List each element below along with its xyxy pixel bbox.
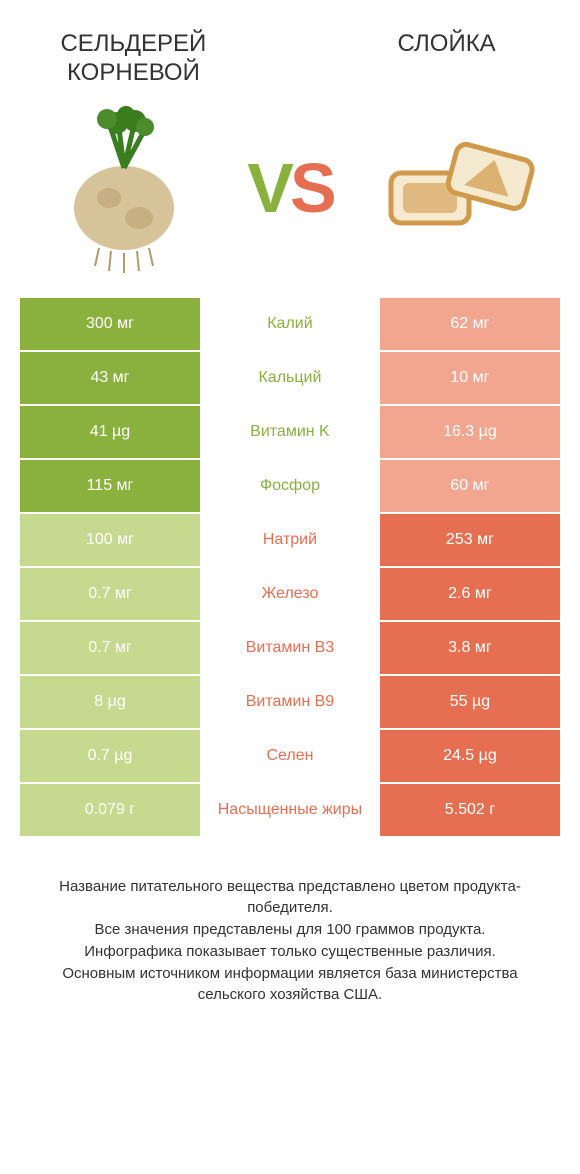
left-value-cell: 115 мг bbox=[20, 460, 200, 512]
table-row: 300 мгКалий62 мг bbox=[20, 298, 560, 350]
infographic-container: СЕЛЬДЕРЕЙ КОРНЕВОЙ СЛОЙКА VS bbox=[0, 0, 580, 1026]
right-value-cell: 16.3 µg bbox=[380, 406, 560, 458]
right-value-cell: 24.5 µg bbox=[380, 730, 560, 782]
right-value-cell: 253 мг bbox=[380, 514, 560, 566]
left-value-cell: 41 µg bbox=[20, 406, 200, 458]
left-value-cell: 0.7 мг bbox=[20, 622, 200, 674]
nutrient-name-cell: Витамин B3 bbox=[200, 622, 380, 674]
right-value-cell: 55 µg bbox=[380, 676, 560, 728]
nutrient-name-cell: Калий bbox=[200, 298, 380, 350]
pastry-icon bbox=[371, 103, 541, 273]
table-row: 0.079 гНасыщенные жиры5.502 г bbox=[20, 784, 560, 836]
table-row: 0.7 мгВитамин B33.8 мг bbox=[20, 622, 560, 674]
right-value-cell: 2.6 мг bbox=[380, 568, 560, 620]
table-row: 8 µgВитамин B955 µg bbox=[20, 676, 560, 728]
footer-line: Название питательного вещества представл… bbox=[30, 876, 550, 920]
right-value-cell: 60 мг bbox=[380, 460, 560, 512]
left-value-cell: 0.7 мг bbox=[20, 568, 200, 620]
vs-v-letter: V bbox=[247, 149, 290, 227]
table-row: 0.7 µgСелен24.5 µg bbox=[20, 730, 560, 782]
nutrient-name-cell: Кальций bbox=[200, 352, 380, 404]
footer-line: Все значения представлены для 100 граммо… bbox=[30, 919, 550, 941]
right-value-cell: 10 мг bbox=[380, 352, 560, 404]
right-value-cell: 3.8 мг bbox=[380, 622, 560, 674]
left-value-cell: 8 µg bbox=[20, 676, 200, 728]
celeriac-icon bbox=[39, 103, 209, 273]
vs-s-letter: S bbox=[290, 149, 333, 227]
left-value-cell: 0.079 г bbox=[20, 784, 200, 836]
nutrient-name-cell: Витамин K bbox=[200, 406, 380, 458]
table-row: 43 мгКальций10 мг bbox=[20, 352, 560, 404]
table-row: 41 µgВитамин K16.3 µg bbox=[20, 406, 560, 458]
table-row: 100 мгНатрий253 мг bbox=[20, 514, 560, 566]
right-value-cell: 5.502 г bbox=[380, 784, 560, 836]
nutrient-name-cell: Селен bbox=[200, 730, 380, 782]
left-value-cell: 0.7 µg bbox=[20, 730, 200, 782]
footer-notes: Название питательного вещества представл… bbox=[20, 876, 560, 1007]
nutrient-name-cell: Фосфор bbox=[200, 460, 380, 512]
nutrient-name-cell: Витамин B9 bbox=[200, 676, 380, 728]
headers-row: СЕЛЬДЕРЕЙ КОРНЕВОЙ СЛОЙКА bbox=[20, 30, 560, 88]
right-product-image bbox=[371, 103, 541, 273]
right-product-title: СЛОЙКА bbox=[333, 30, 560, 59]
footer-line: Инфографика показывает только существенн… bbox=[30, 941, 550, 963]
table-row: 115 мгФосфор60 мг bbox=[20, 460, 560, 512]
left-value-cell: 43 мг bbox=[20, 352, 200, 404]
left-value-cell: 100 мг bbox=[20, 514, 200, 566]
nutrient-table: 300 мгКалий62 мг43 мгКальций10 мг41 µgВи… bbox=[20, 298, 560, 836]
left-value-cell: 300 мг bbox=[20, 298, 200, 350]
nutrient-name-cell: Натрий bbox=[200, 514, 380, 566]
left-product-image bbox=[39, 103, 209, 273]
right-value-cell: 62 мг bbox=[380, 298, 560, 350]
nutrient-name-cell: Железо bbox=[200, 568, 380, 620]
vs-label: VS bbox=[247, 148, 332, 228]
images-row: VS bbox=[20, 103, 560, 273]
footer-line: Основным источником информации является … bbox=[30, 963, 550, 1007]
table-row: 0.7 мгЖелезо2.6 мг bbox=[20, 568, 560, 620]
left-product-title: СЕЛЬДЕРЕЙ КОРНЕВОЙ bbox=[20, 30, 247, 88]
nutrient-name-cell: Насыщенные жиры bbox=[200, 784, 380, 836]
